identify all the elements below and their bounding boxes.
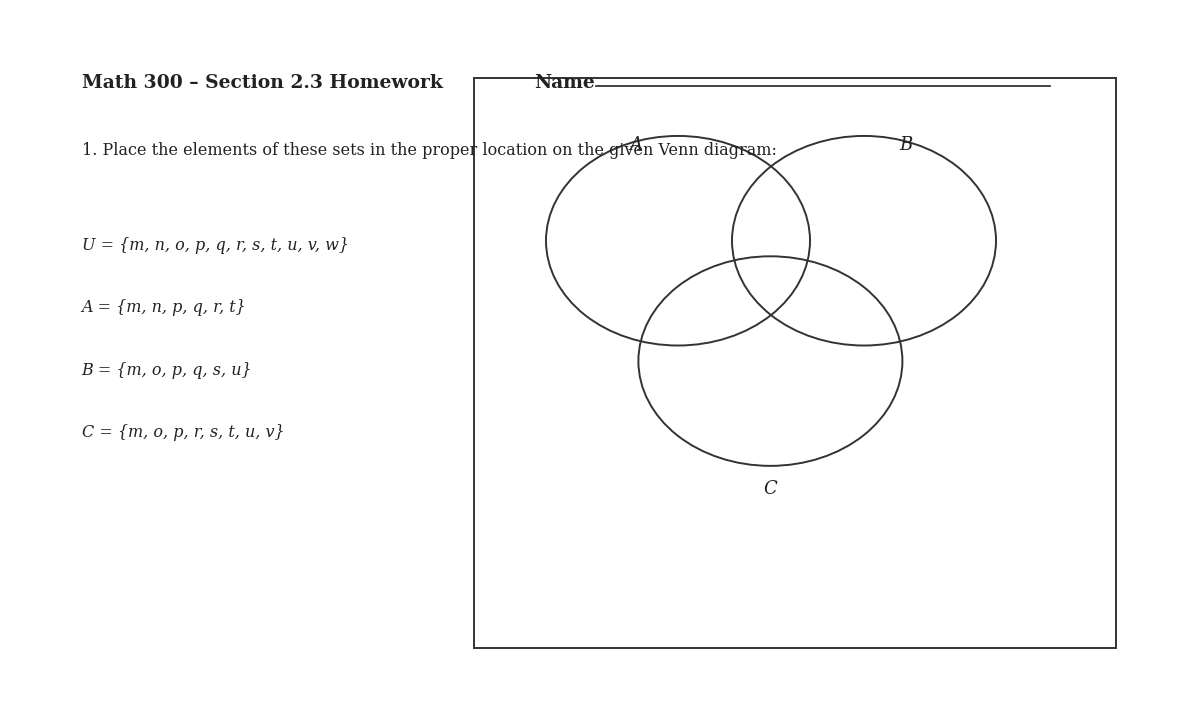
Text: C: C [763, 479, 778, 498]
Text: Math 300 – Section 2.3 Homework: Math 300 – Section 2.3 Homework [82, 74, 443, 92]
Text: Name: Name [534, 74, 595, 92]
Text: 1. Place the elements of these sets in the proper location on the given Venn dia: 1. Place the elements of these sets in t… [82, 142, 776, 159]
Bar [474, 78, 1116, 648]
Text: A: A [630, 136, 642, 154]
Text: C = {m, o, p, r, s, t, u, v}: C = {m, o, p, r, s, t, u, v} [82, 424, 284, 441]
Text: B: B [899, 136, 913, 154]
Text: U = {m, n, o, p, q, r, s, t, u, v, w}: U = {m, n, o, p, q, r, s, t, u, v, w} [82, 237, 349, 254]
Text: A = {m, n, p, q, r, t}: A = {m, n, p, q, r, t} [82, 299, 246, 316]
Text: B = {m, o, p, q, s, u}: B = {m, o, p, q, s, u} [82, 362, 252, 379]
